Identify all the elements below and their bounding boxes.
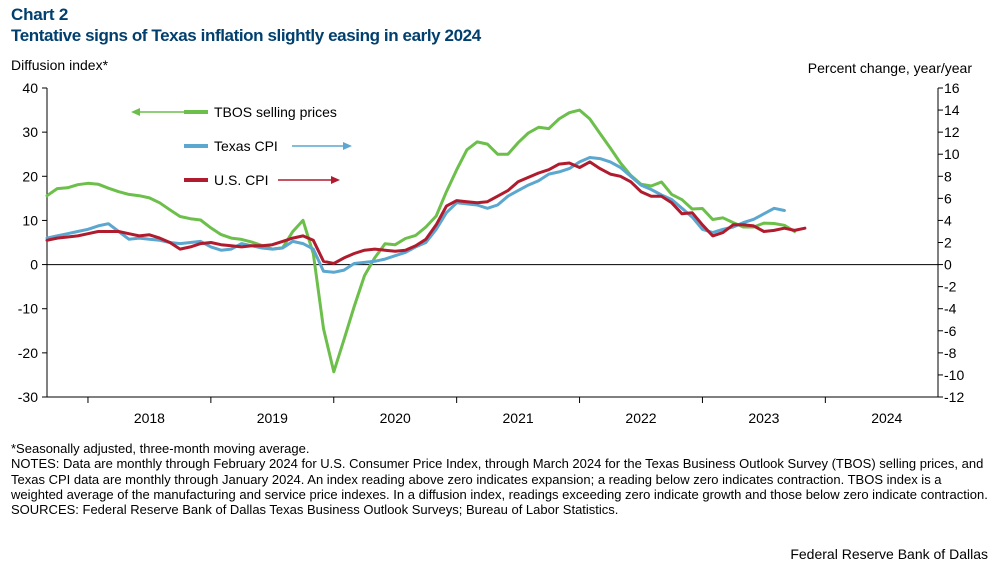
left-axis-title: Diffusion index* xyxy=(11,57,109,73)
series-line-texas-cpi xyxy=(45,156,786,274)
right-tick-label: -2 xyxy=(944,279,957,295)
legend-item-texas-cpi: Texas CPI xyxy=(184,138,352,154)
right-tick-label: 2 xyxy=(944,235,952,251)
legend-arrow-head xyxy=(331,176,340,184)
right-tick-label: -6 xyxy=(944,323,957,339)
right-tick-label: -4 xyxy=(944,301,957,317)
right-tick-label: 12 xyxy=(944,124,960,140)
right-tick-label: 16 xyxy=(944,80,960,96)
line-chart: 403020100-10-20-301614121086420-2-4-6-8-… xyxy=(18,80,965,426)
right-tick-label: -12 xyxy=(944,389,964,405)
chart-label: Chart 2 xyxy=(11,5,69,24)
x-tick-label: 2020 xyxy=(380,410,411,426)
left-tick-label: 30 xyxy=(22,124,38,140)
right-tick-label: 14 xyxy=(944,102,960,118)
right-tick-label: 0 xyxy=(944,257,952,273)
right-tick-label: 4 xyxy=(944,212,952,228)
notes-block: *Seasonally adjusted, three-month moving… xyxy=(11,441,991,517)
left-tick-label: 40 xyxy=(22,80,38,96)
left-tick-label: -30 xyxy=(18,389,38,405)
legend-arrow-head xyxy=(131,108,140,116)
legend-item-u-s-cpi: U.S. CPI xyxy=(184,172,340,188)
legend-arrow-head xyxy=(343,142,352,150)
left-tick-label: 10 xyxy=(22,212,38,228)
right-tick-label: -8 xyxy=(944,345,957,361)
right-tick-label: 10 xyxy=(944,146,960,162)
left-tick-label: 20 xyxy=(22,168,38,184)
right-tick-label: -10 xyxy=(944,367,964,383)
axes: 403020100-10-20-301614121086420-2-4-6-8-… xyxy=(18,80,965,426)
left-tick-label: -20 xyxy=(18,345,38,361)
series-line-tbos-selling-prices xyxy=(45,108,797,374)
chart-title: Tentative signs of Texas inflation sligh… xyxy=(11,26,481,45)
right-axis-title: Percent change, year/year xyxy=(807,60,972,76)
legend-label: TBOS selling prices xyxy=(214,104,337,120)
x-tick-label: 2019 xyxy=(257,410,288,426)
sources-text: SOURCES: Federal Reserve Bank of Dallas … xyxy=(11,502,619,518)
legend-label: U.S. CPI xyxy=(214,172,268,188)
left-tick-label: 0 xyxy=(30,257,38,273)
footnote: *Seasonally adjusted, three-month moving… xyxy=(11,441,310,456)
x-tick-label: 2024 xyxy=(871,410,902,426)
legend-item-tbos-selling-prices: TBOS selling prices xyxy=(131,104,337,120)
legend-label: Texas CPI xyxy=(214,138,278,154)
x-tick-label: 2021 xyxy=(503,410,534,426)
series-lines xyxy=(45,108,807,374)
notes-text: NOTES: Data are monthly through February… xyxy=(11,456,988,502)
right-tick-label: 6 xyxy=(944,190,952,206)
x-tick-label: 2018 xyxy=(134,410,165,426)
source-credit: Federal Reserve Bank of Dallas xyxy=(790,546,988,562)
series-line-u-s-cpi xyxy=(45,160,807,265)
legend: TBOS selling prices Texas CPI U.S. CPI xyxy=(131,104,352,188)
left-tick-label: -10 xyxy=(18,301,38,317)
x-tick-label: 2023 xyxy=(748,410,779,426)
x-tick-label: 2022 xyxy=(625,410,656,426)
right-tick-label: 8 xyxy=(944,168,952,184)
